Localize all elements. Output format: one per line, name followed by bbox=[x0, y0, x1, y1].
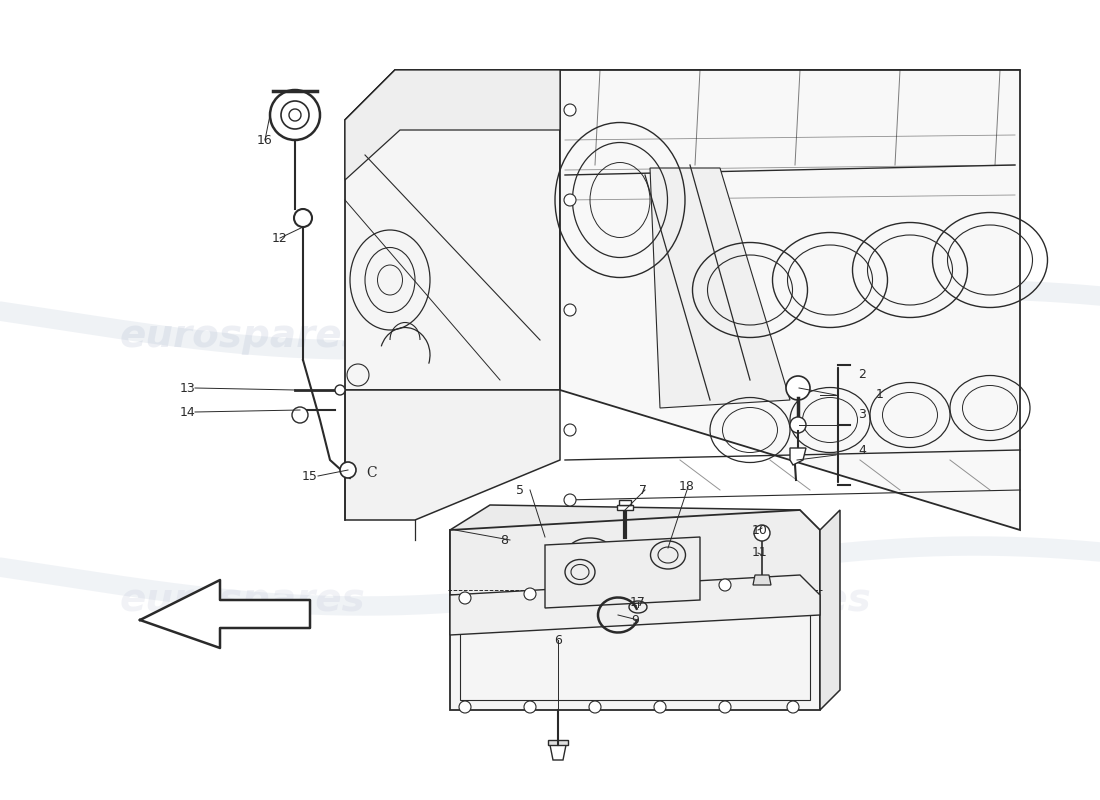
Polygon shape bbox=[617, 505, 632, 510]
Circle shape bbox=[292, 407, 308, 423]
Polygon shape bbox=[619, 500, 631, 505]
Circle shape bbox=[524, 701, 536, 713]
Text: eurospares: eurospares bbox=[119, 317, 365, 355]
Polygon shape bbox=[544, 537, 700, 608]
Circle shape bbox=[564, 424, 576, 436]
Text: 16: 16 bbox=[257, 134, 273, 146]
Text: eurospares: eurospares bbox=[119, 581, 365, 619]
Circle shape bbox=[754, 525, 770, 541]
Text: 9: 9 bbox=[631, 614, 639, 626]
Circle shape bbox=[719, 701, 732, 713]
Circle shape bbox=[294, 209, 312, 227]
Circle shape bbox=[588, 701, 601, 713]
Circle shape bbox=[336, 385, 345, 395]
Circle shape bbox=[524, 588, 536, 600]
Polygon shape bbox=[650, 168, 790, 408]
Circle shape bbox=[459, 701, 471, 713]
Circle shape bbox=[564, 104, 576, 116]
Text: 6: 6 bbox=[554, 634, 562, 646]
Text: 2: 2 bbox=[858, 369, 866, 382]
Circle shape bbox=[654, 701, 666, 713]
Text: 5: 5 bbox=[516, 483, 524, 497]
Circle shape bbox=[786, 701, 799, 713]
Text: 4: 4 bbox=[858, 443, 866, 457]
Text: eurospares: eurospares bbox=[625, 581, 871, 619]
Polygon shape bbox=[140, 580, 310, 648]
Circle shape bbox=[654, 582, 666, 594]
Polygon shape bbox=[550, 745, 566, 760]
Text: 15: 15 bbox=[302, 470, 318, 482]
Circle shape bbox=[588, 585, 601, 597]
Text: 13: 13 bbox=[180, 382, 196, 394]
Circle shape bbox=[340, 462, 356, 478]
Text: 10: 10 bbox=[752, 523, 768, 537]
Circle shape bbox=[564, 304, 576, 316]
Polygon shape bbox=[345, 70, 560, 180]
Circle shape bbox=[564, 494, 576, 506]
Polygon shape bbox=[450, 575, 820, 635]
Polygon shape bbox=[345, 70, 560, 390]
Text: 12: 12 bbox=[272, 231, 288, 245]
Polygon shape bbox=[548, 740, 568, 745]
Circle shape bbox=[719, 579, 732, 591]
Text: 7: 7 bbox=[639, 483, 647, 497]
Circle shape bbox=[459, 592, 471, 604]
Polygon shape bbox=[345, 390, 560, 520]
Text: 11: 11 bbox=[752, 546, 768, 559]
Polygon shape bbox=[450, 505, 800, 530]
Text: 1: 1 bbox=[876, 389, 884, 402]
Text: eurospares: eurospares bbox=[625, 317, 871, 355]
Polygon shape bbox=[450, 510, 820, 595]
Circle shape bbox=[786, 376, 810, 400]
Circle shape bbox=[790, 417, 806, 433]
Polygon shape bbox=[820, 510, 840, 710]
Polygon shape bbox=[450, 530, 800, 595]
Text: 8: 8 bbox=[500, 534, 508, 546]
Polygon shape bbox=[560, 70, 1020, 530]
Text: 17: 17 bbox=[630, 595, 646, 609]
Polygon shape bbox=[754, 575, 771, 585]
Text: C: C bbox=[366, 466, 376, 480]
Text: 18: 18 bbox=[679, 481, 695, 494]
Circle shape bbox=[564, 194, 576, 206]
Polygon shape bbox=[450, 595, 820, 710]
Text: 14: 14 bbox=[180, 406, 196, 418]
Text: 3: 3 bbox=[858, 409, 866, 422]
Polygon shape bbox=[790, 448, 806, 465]
Polygon shape bbox=[345, 70, 1020, 120]
